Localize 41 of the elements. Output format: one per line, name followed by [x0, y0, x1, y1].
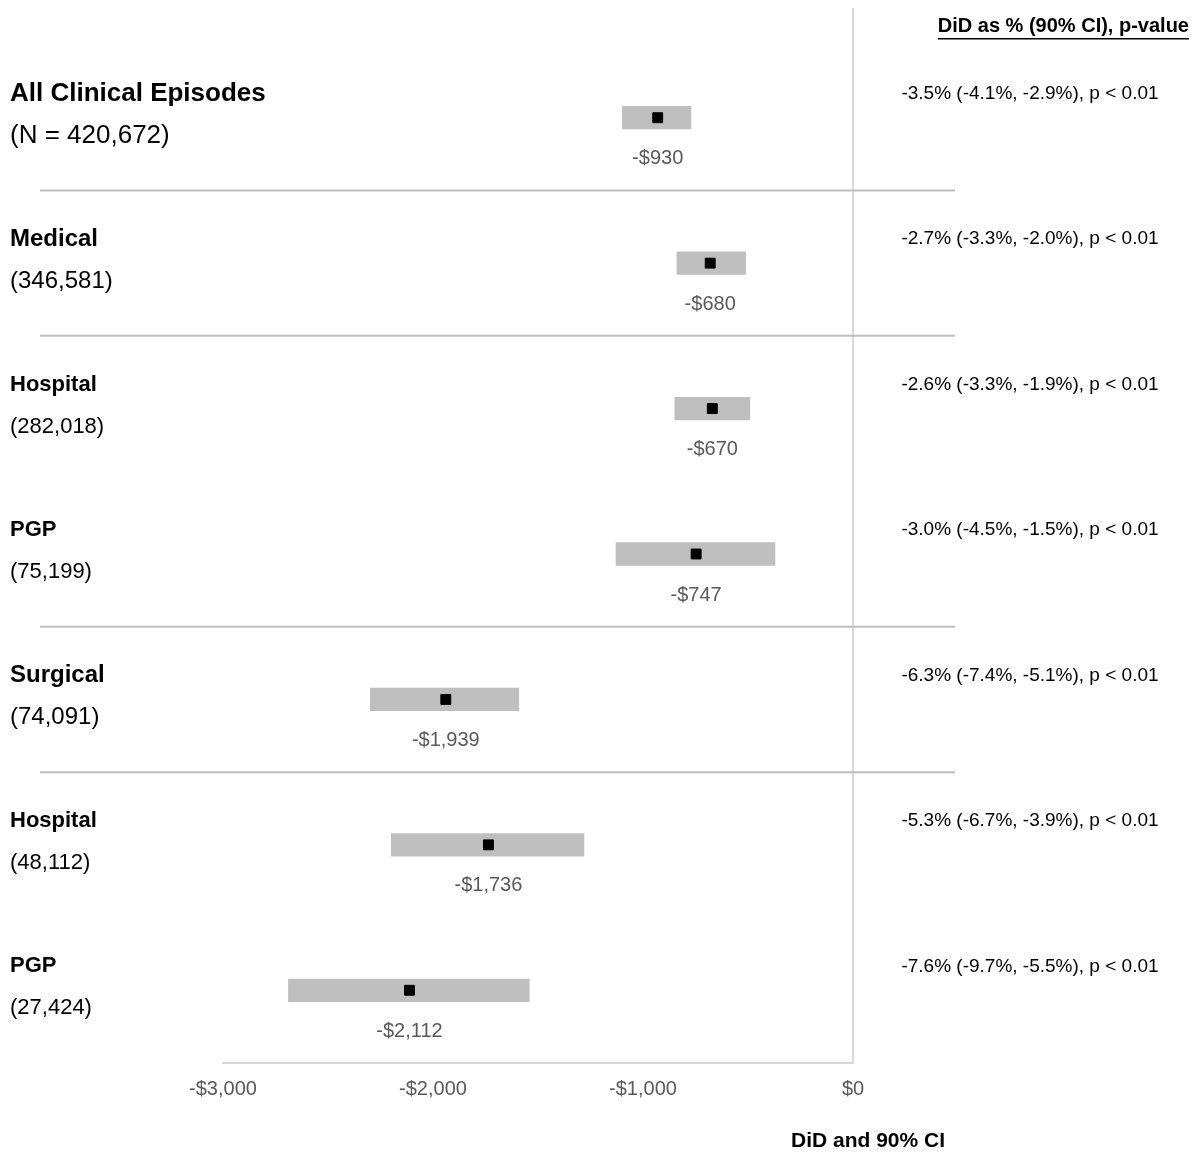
point	[404, 984, 415, 996]
point	[652, 112, 664, 124]
point	[482, 839, 494, 851]
y-tick-label: Hospital (282,018)	[10, 370, 105, 438]
text: -5.3% (-6.7%, -3.9%), p < 0.01	[901, 809, 1159, 831]
point	[704, 257, 716, 269]
x-tick-label: -$3,000	[189, 1076, 257, 1099]
text: -7.6% (-9.7%, -5.5%), p < 0.01	[901, 954, 1159, 976]
x-tick-label: $0	[841, 1076, 865, 1099]
data-label: -$747	[670, 582, 722, 605]
point	[440, 693, 452, 705]
data-label: -$930	[632, 146, 684, 169]
text: DiD as % (90% CI), p-value	[937, 13, 1189, 36]
bar	[622, 106, 692, 130]
y-tick-label: PGP (27,424)	[10, 952, 92, 1020]
data-label: -$1,736	[454, 873, 523, 896]
x-tick-label: -$2,000	[399, 1076, 467, 1099]
y-tick-label: Medical (346,581)	[10, 223, 113, 293]
point	[690, 548, 702, 560]
data-label: -$670	[686, 437, 738, 460]
bar	[674, 396, 751, 421]
y-tick-label: Hospital (48,112)	[10, 806, 97, 874]
bar	[370, 687, 520, 712]
text: -2.6% (-3.3%, -1.9%), p < 0.01	[901, 372, 1159, 394]
text: -2.7% (-3.3%, -2.0%), p < 0.01	[901, 227, 1159, 249]
y-tick-label: PGP (75,199)	[10, 516, 92, 584]
bar	[288, 978, 530, 1002]
point	[706, 403, 718, 415]
text: -3.0% (-4.5%, -1.5%), p < 0.01	[901, 518, 1159, 540]
data-label: -$2,112	[376, 1018, 443, 1041]
bar	[676, 251, 746, 275]
y-tick-label: Surgical (74,091)	[10, 660, 105, 730]
data-label: -$680	[684, 291, 736, 314]
x-axis-title: DiD and 90% CI	[790, 1127, 946, 1151]
bar	[615, 542, 776, 566]
x-tick-label: -$1,000	[609, 1076, 677, 1099]
bar	[391, 833, 585, 857]
y-tick-label: All Clinical Episodes (N = 420,672)	[10, 76, 266, 149]
text: -6.3% (-7.4%, -5.1%), p < 0.01	[901, 663, 1159, 685]
text: -3.5% (-4.1%, -2.9%), p < 0.01	[901, 81, 1159, 103]
data-label: -$1,939	[411, 727, 480, 750]
